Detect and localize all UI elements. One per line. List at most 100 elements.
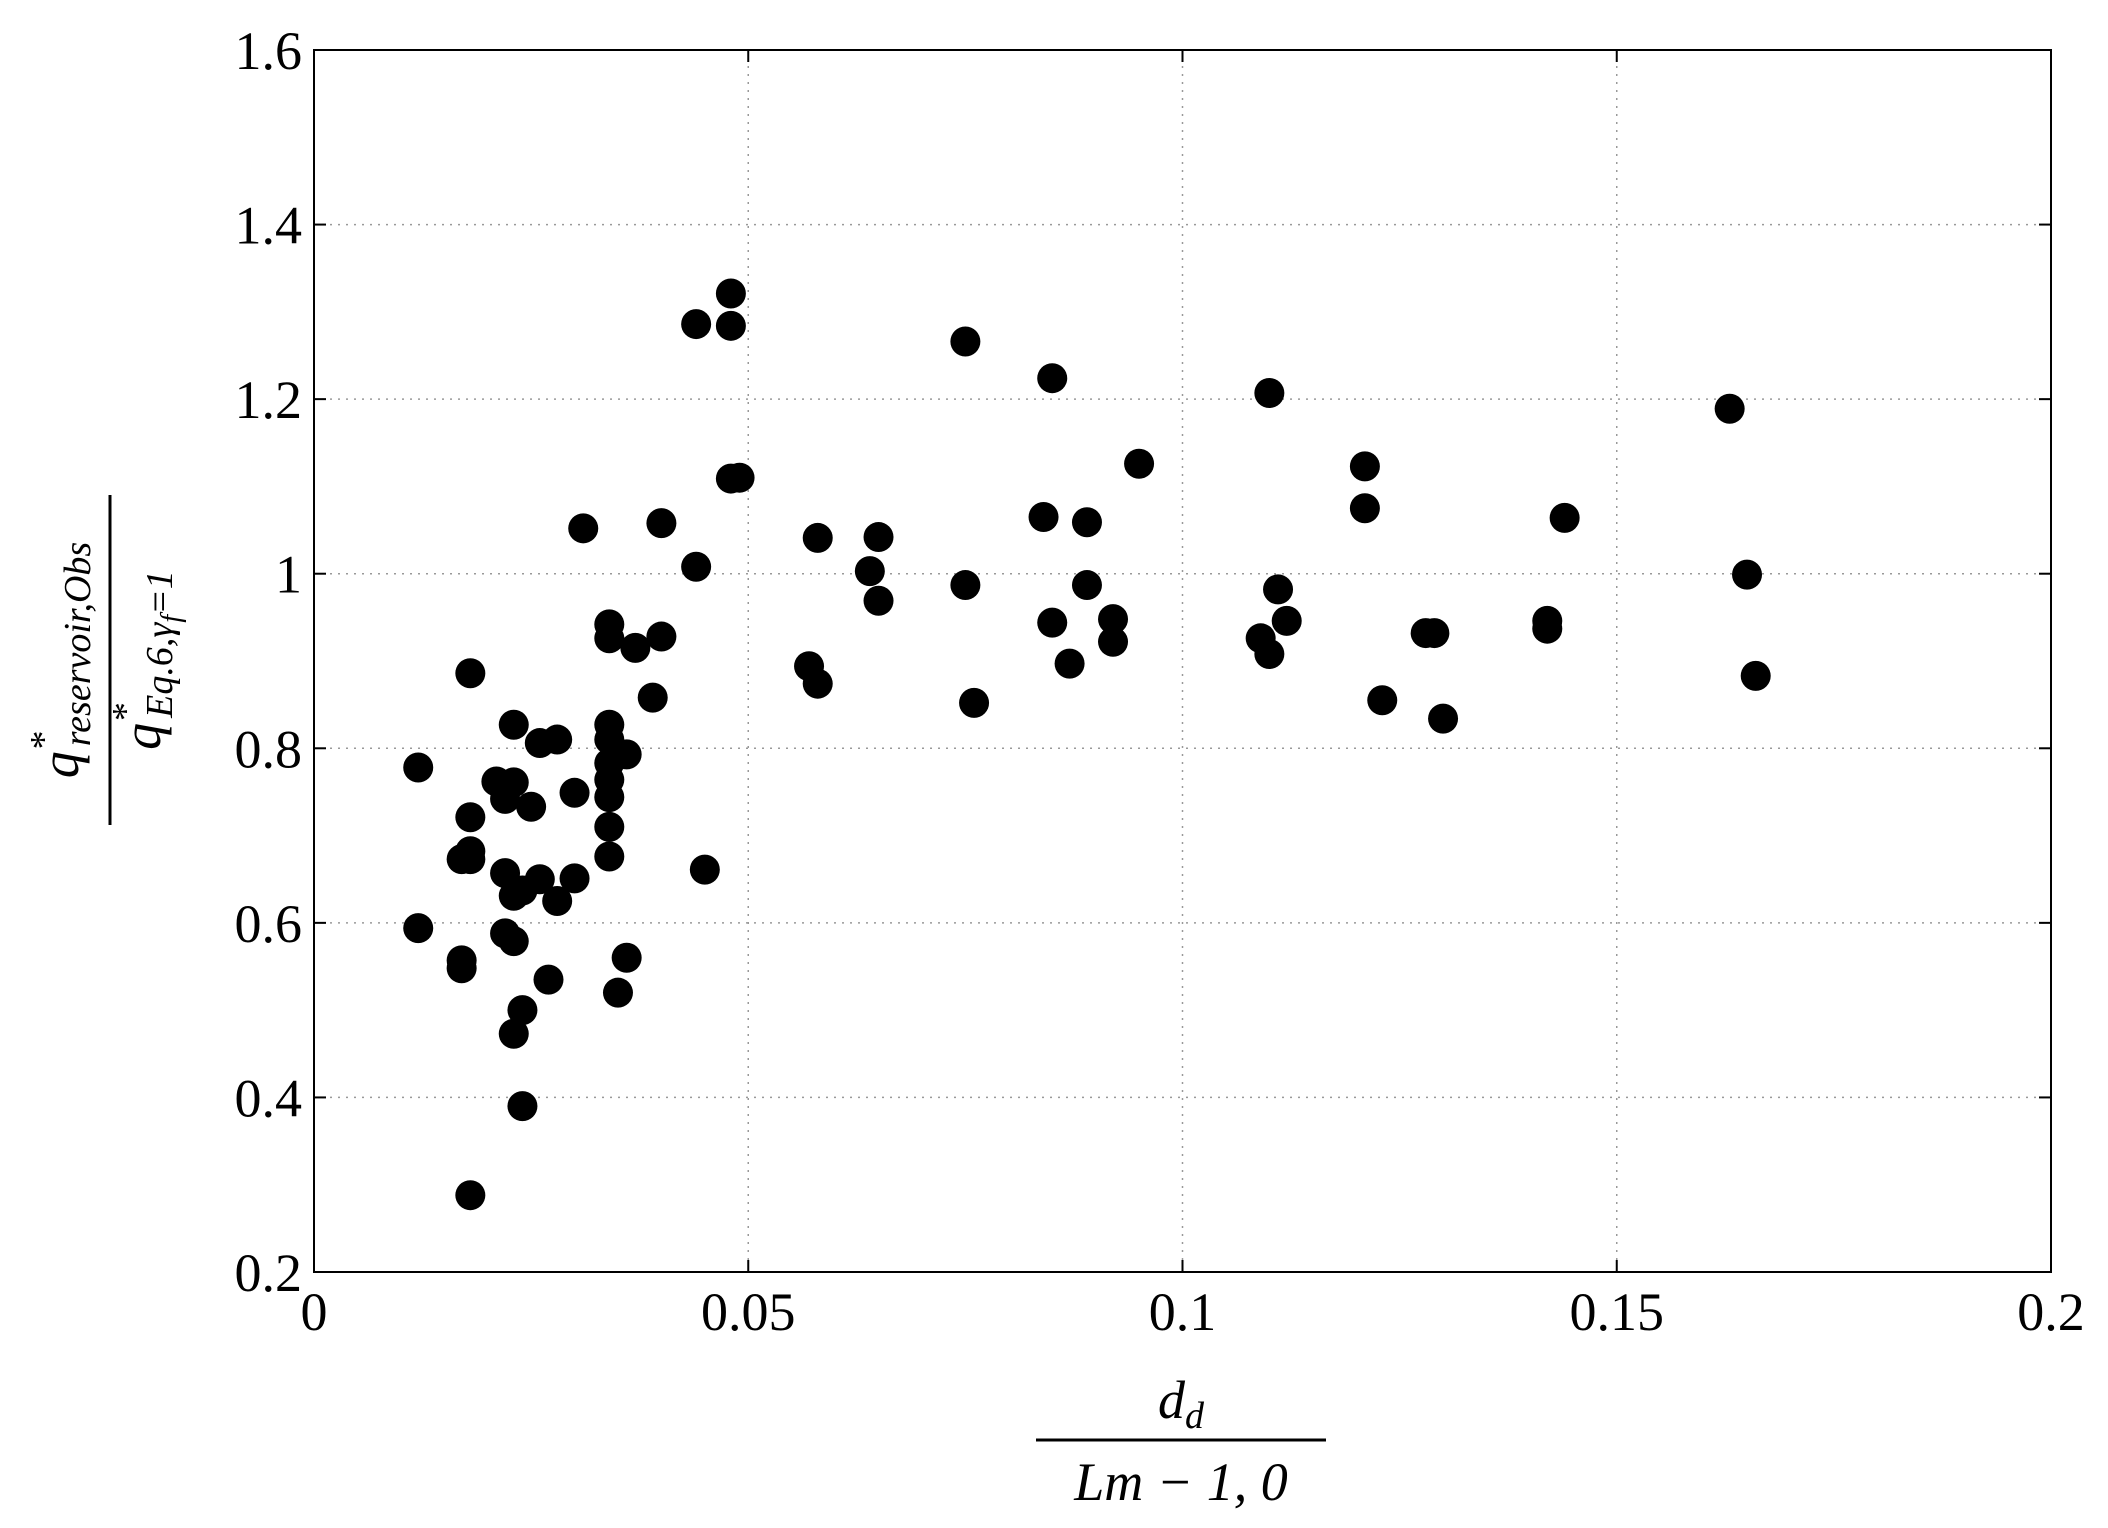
data-point [646, 508, 677, 539]
data-point [1532, 605, 1563, 636]
data-point [1071, 507, 1102, 538]
data-point [1263, 574, 1294, 605]
data-point [1037, 363, 1068, 394]
y-label-numerator: q*reservoir,Obs [23, 542, 99, 778]
data-point [689, 854, 720, 885]
x-tick-label: 0.05 [701, 1282, 796, 1342]
data-point [559, 863, 590, 894]
data-point [950, 326, 981, 357]
y-label-sup: * [23, 732, 65, 751]
data-point [594, 782, 625, 813]
data-point [498, 709, 529, 740]
data-point [1254, 639, 1285, 670]
y-label-subsub: f [156, 612, 187, 623]
data-point [1037, 607, 1068, 638]
data-point [1714, 393, 1745, 424]
data-point [594, 841, 625, 872]
y-label-denominator: q*Eq.6,γf=1 [105, 570, 187, 750]
data-point [1349, 451, 1380, 482]
y-tick-label: 1.4 [235, 196, 303, 256]
data-point [724, 462, 755, 493]
data-point [594, 811, 625, 842]
data-point [1428, 703, 1459, 734]
y-tick-label: 1.2 [235, 370, 303, 430]
data-point [1349, 493, 1380, 524]
data-point [602, 977, 633, 1008]
data-point [715, 310, 746, 341]
data-point [863, 522, 894, 553]
data-point [446, 953, 477, 984]
x-tick-label: 0.2 [2017, 1282, 2085, 1342]
data-point [1740, 660, 1771, 691]
y-tick-label: 1 [275, 545, 302, 605]
x-label-denominator: Lm − 1, 0 [1073, 1452, 1287, 1512]
data-point [802, 668, 833, 699]
data-point [1271, 605, 1302, 636]
data-point [507, 1091, 538, 1122]
data-point [1098, 626, 1129, 657]
data-point [533, 964, 564, 995]
data-point [542, 886, 573, 917]
x-tick-label: 0.15 [1570, 1282, 1665, 1342]
y-tick-label: 1.6 [235, 21, 303, 81]
x-label-base: d [1158, 1370, 1186, 1430]
data-point [1419, 618, 1450, 649]
data-point [1071, 570, 1102, 601]
y-label-sub: reservoir,Obs [57, 542, 99, 746]
data-point [611, 942, 642, 973]
data-point [715, 278, 746, 309]
y-label-sup: * [105, 704, 147, 723]
data-point [403, 913, 434, 944]
data-point [498, 1018, 529, 1049]
data-point [1098, 604, 1129, 635]
y-tick-label: 0.2 [235, 1243, 303, 1303]
y-label-base: q [112, 723, 172, 750]
data-point [959, 687, 990, 718]
data-point [542, 724, 573, 755]
y-label: q*reservoir,Obs q*Eq.6,γf=1 [23, 495, 187, 825]
data-point [507, 995, 538, 1026]
y-label-tail: =1 [139, 570, 181, 615]
data-point [498, 926, 529, 957]
y-tick-label: 0.4 [235, 1068, 303, 1128]
data-point [516, 791, 547, 822]
data-point [594, 623, 625, 654]
data-point [1732, 559, 1763, 590]
data-point [1124, 448, 1155, 479]
data-point [1549, 502, 1580, 533]
y-label-sub: Eq.6,γ [139, 622, 181, 719]
data-point [1028, 501, 1059, 532]
data-point [455, 1180, 486, 1211]
data-point [802, 522, 833, 553]
data-point [455, 844, 486, 875]
data-point [455, 802, 486, 833]
data-point [611, 739, 642, 770]
data-point [1054, 648, 1085, 679]
x-label-sub: d [1185, 1395, 1205, 1437]
data-point [568, 513, 599, 544]
data-point [498, 767, 529, 798]
data-point [681, 309, 712, 340]
data-point [637, 682, 668, 713]
data-point [559, 777, 590, 808]
y-tick-label: 0.6 [235, 894, 303, 954]
x-label-numerator: dd [1158, 1370, 1205, 1437]
data-point [507, 875, 538, 906]
x-tick-label: 0.1 [1149, 1282, 1217, 1342]
x-tick-label: 0 [301, 1282, 328, 1342]
data-point [455, 658, 486, 689]
data-point [854, 556, 885, 587]
y-tick-label: 0.8 [235, 719, 303, 779]
data-point [950, 570, 981, 601]
data-point [646, 621, 677, 652]
data-point [1254, 378, 1285, 409]
data-point [403, 752, 434, 783]
plot-frame [313, 49, 2052, 1273]
data-point [1367, 685, 1398, 716]
data-point [863, 585, 894, 616]
data-point [620, 632, 651, 663]
y-label-base: q [30, 751, 90, 778]
data-point [681, 551, 712, 582]
